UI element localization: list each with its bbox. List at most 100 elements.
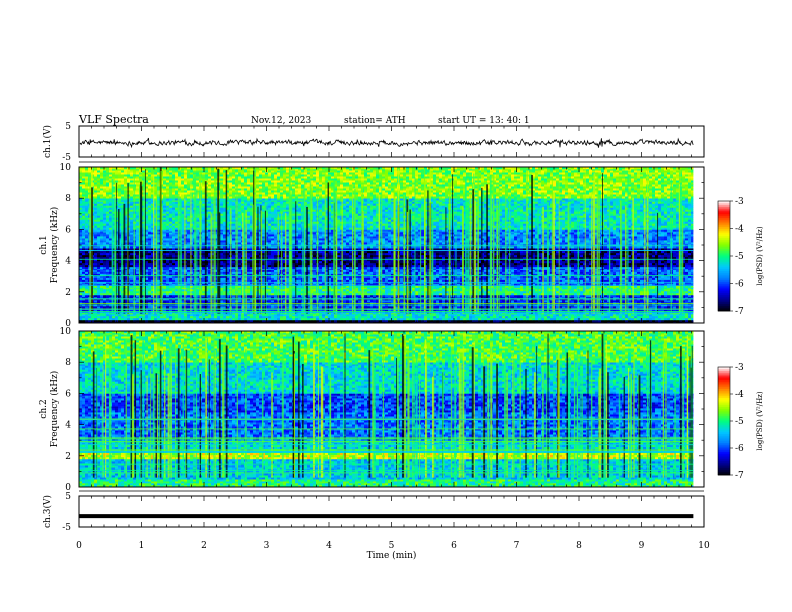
ch1-spectrogram-cell [487, 313, 491, 317]
ch1-spectrogram-cell [238, 294, 242, 298]
ch1-spectrogram-cell [112, 313, 116, 317]
ch1-spectrogram-cell [208, 277, 212, 280]
ch1-spectrogram-cell [571, 306, 575, 309]
ch1-spectrogram-cell [220, 306, 224, 309]
ch1-spectrogram-cell [274, 290, 278, 294]
ch1-spectrogram-cell [478, 286, 482, 290]
ch1-spectrogram-cell [304, 292, 308, 296]
ch1-spectrogram-cell [355, 292, 359, 296]
ch1-spectrogram-cell [370, 315, 374, 319]
ch1-spectrogram-cell [568, 292, 572, 296]
ch1-spectrogram-cell [397, 313, 401, 317]
ch1-spectrogram-cell [463, 277, 467, 280]
ch1-spectrogram-cell [250, 294, 254, 298]
ch1-spectrogram-cell [595, 319, 599, 323]
ch1-spectrogram-cell [202, 290, 206, 294]
ch1-spectrogram-cell [232, 296, 236, 299]
ch1-spectrogram-cell [502, 306, 506, 309]
ch1-spectrogram-cell [565, 288, 569, 292]
ch1-spectrogram-cell [163, 306, 167, 309]
ch1-spectrogram-cell [493, 288, 497, 292]
ch1-spectrogram-cell [331, 283, 335, 286]
ch1-spectrogram-cell [208, 313, 212, 317]
ch1-spectrogram-cell [676, 288, 680, 292]
ch1-spectrogram-cell [499, 288, 503, 292]
ch1-spectrogram-cell [328, 313, 332, 317]
ch1-spectrogram-cell [370, 306, 374, 309]
ch1-spectrogram-cell [229, 313, 233, 317]
ch1-spectrogram-cell [652, 312, 656, 315]
ch1-spectrogram-cell [472, 319, 476, 323]
ch1-spectrogram-cell [103, 288, 107, 292]
ch1-spectrogram-cell [196, 279, 200, 282]
ch1-spectrogram-cell [232, 285, 236, 288]
ch1-spectrogram-cell [343, 306, 347, 309]
ch1-spectrogram-cell [205, 294, 209, 298]
ch1-spectrogram-cell [169, 315, 173, 319]
ch1-spectrogram-cell [535, 313, 539, 317]
ch1-spectrogram-cell [79, 312, 83, 315]
ch1-spectrogram-cell [637, 319, 641, 323]
ch1-spectrogram-cell [322, 317, 326, 321]
ch1-spectrogram-cell [688, 279, 692, 282]
ch1-spectrogram-cell [319, 283, 323, 286]
ch1-spectrogram-cell [154, 279, 158, 282]
ch1-spectrogram-cell [118, 277, 122, 280]
ch1-spectrogram-cell [613, 319, 617, 323]
ch1-spectrogram-cell [652, 292, 656, 296]
ch1-spectrogram-cell [322, 315, 326, 319]
ch1-spectrogram-cell [124, 296, 128, 299]
ch1-spectrogram-cell [271, 315, 275, 319]
ch1-spectrogram-cell [655, 292, 659, 296]
ch1-spectrogram-cell [295, 312, 299, 315]
ch1-spectrogram-cell [529, 279, 533, 282]
ch1-spectrogram-cell [475, 292, 479, 296]
ch1-spectrogram-cell [463, 296, 467, 299]
ch1-spectrogram-cell [220, 296, 224, 299]
ch1-spectrogram-cell [541, 313, 545, 317]
ch1-spectrogram-cell [373, 277, 377, 280]
ch1-spectrogram-cell [649, 315, 653, 319]
ch1-spectrogram-cell [604, 279, 608, 282]
ch1-spectrogram-cell [205, 315, 209, 319]
ch1-spectrogram-cell [265, 315, 269, 319]
ch1-spectrogram-cell [328, 290, 332, 294]
ch1-spectrogram-cell [373, 283, 377, 286]
ch1-spectrogram-cell [532, 286, 536, 290]
ch1-spectrogram-cell [550, 279, 554, 282]
ch1-spectrogram-cell [628, 279, 632, 282]
ch1-spectrogram-cell [331, 290, 335, 294]
ch1-spectrogram-cell [550, 300, 554, 303]
ch1-spectrogram-cell [157, 312, 161, 315]
ch1-spectrogram-cell [376, 279, 380, 282]
ch1-spectrogram-cell [130, 283, 134, 286]
ch1-spectrogram-cell [436, 292, 440, 296]
ch1-spectrogram-cell [148, 312, 152, 315]
ch1-spectrogram-cell [427, 292, 431, 296]
ch1-spectrogram-cell [94, 277, 98, 280]
ch1-spectrogram-cell [625, 286, 629, 290]
ch1-spectrogram-cell [367, 285, 371, 288]
ch1-spectrogram-cell [517, 292, 521, 296]
ch1-spectrogram-cell [292, 290, 296, 294]
ch1-spectrogram-cell [385, 317, 389, 321]
ch1-spectrogram-cell [184, 296, 188, 299]
ch1-spectrogram-cell [154, 290, 158, 294]
ch1-spectrogram-cell [250, 292, 254, 296]
ch1-spectrogram-cell [271, 317, 275, 321]
ch1-spectrogram-cell [268, 288, 272, 292]
ch1-spectrogram-cell [427, 286, 431, 290]
ch1-spectrogram-cell [172, 312, 176, 315]
ch1-spectrogram-cell [250, 283, 254, 286]
ch1-spectrogram-cell [502, 277, 506, 280]
ch1-spectrogram-cell [211, 319, 215, 323]
ch1-spectrogram-cell [622, 296, 626, 299]
ch1-spectrogram-cell [100, 286, 104, 290]
ch1-spectrogram-cell [673, 292, 677, 296]
ch1-spectrogram-cell [547, 319, 551, 323]
ch1-spectrogram-cell [691, 290, 694, 294]
ch1-spectrogram-cell [313, 286, 317, 290]
ch1-spectrogram-cell [355, 319, 359, 323]
ch1-spectrogram-cell [238, 279, 242, 282]
ch1-spectrogram-cell [532, 279, 536, 282]
